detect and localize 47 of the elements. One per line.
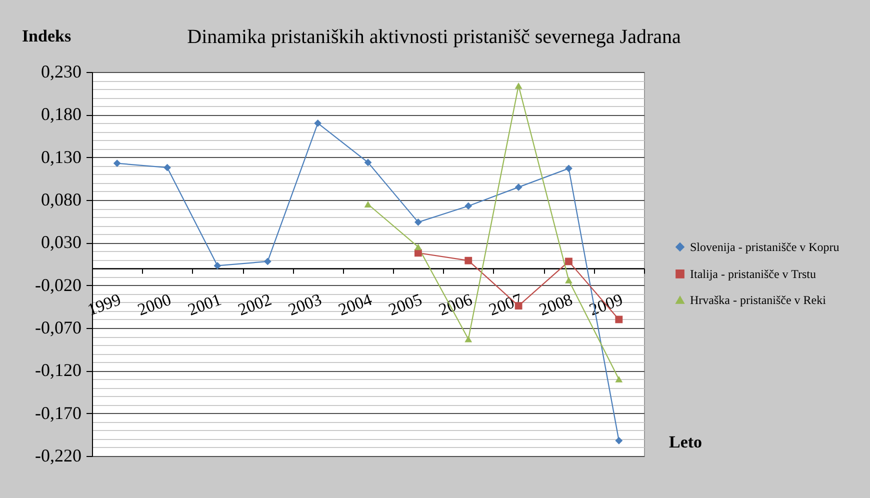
point [414, 218, 422, 226]
point [113, 160, 121, 168]
point [615, 376, 623, 382]
y-tick-label: -0,070 [35, 318, 82, 338]
point [615, 316, 623, 324]
point [314, 119, 322, 127]
point [464, 202, 472, 210]
y-axis-title: Indeks [22, 26, 72, 46]
y-tick-label: 0,230 [41, 62, 82, 82]
x-tick-label: 2006 [436, 290, 475, 320]
point [464, 336, 472, 342]
legend-label: Slovenija - pristanišče v Kopru [690, 240, 840, 254]
point [615, 436, 623, 444]
y-tick-label: 0,180 [41, 104, 82, 124]
point [364, 201, 372, 208]
point [565, 164, 572, 172]
point [565, 258, 572, 266]
y-tick-label: -0,020 [35, 274, 82, 295]
x-tick-label: 2004 [336, 290, 375, 320]
y-tick-label: 0,080 [41, 190, 82, 210]
x-tick-label: 1999 [84, 290, 124, 320]
y-tick-label: -0,170 [35, 402, 82, 423]
point [414, 244, 422, 250]
x-tick-label: 2007 [486, 290, 526, 320]
x-tick-label: 2002 [236, 290, 274, 320]
point [364, 158, 372, 166]
point [514, 82, 522, 89]
point [264, 258, 272, 266]
x-tick-label: 2009 [586, 290, 626, 320]
point [464, 256, 472, 264]
y-tick-label: -0,220 [35, 446, 82, 466]
point [214, 262, 222, 270]
x-tick-label: 2003 [286, 290, 324, 320]
legend-label: Italija - pristanišče v Trstu [690, 266, 816, 281]
y-tick-label: -0,120 [35, 360, 82, 380]
x-axis-title: Leto [668, 432, 702, 452]
x-tick-label: 2005 [386, 290, 424, 320]
x-tick-label: 2001 [185, 290, 224, 320]
x-tick-label: 2000 [135, 290, 174, 320]
x-tick-label: 2008 [536, 290, 576, 320]
y-tick-label: 0,130 [41, 146, 82, 167]
chart-title: Dinamika pristaniških aktivnosti pristanišč severnega Jadrana [187, 26, 681, 48]
point [514, 183, 522, 191]
y-tick-label: 0,030 [41, 232, 82, 252]
point [164, 164, 171, 172]
legend-label: Hrvaška - pristanišče v Reki [690, 292, 827, 307]
point [565, 277, 572, 284]
